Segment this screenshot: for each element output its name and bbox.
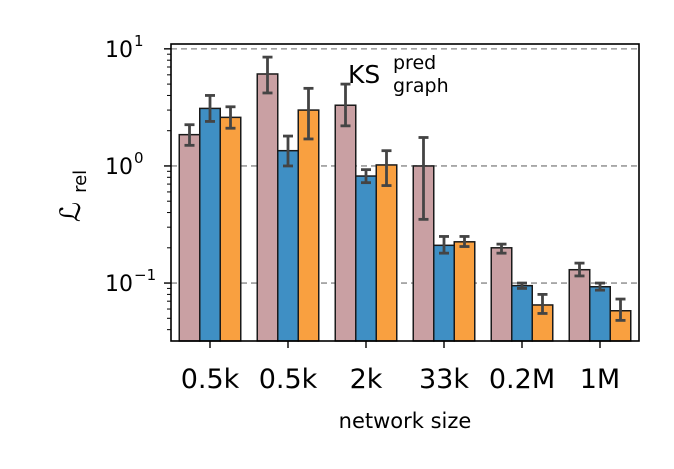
chart-annotation: KS pred graph bbox=[348, 46, 449, 97]
y-tick-label: 10−1 bbox=[105, 266, 156, 297]
y-tick-base: 10 bbox=[105, 155, 133, 180]
y-axis-label: ℒ rel bbox=[54, 170, 91, 222]
y-tick-base: 10 bbox=[105, 38, 133, 63]
bar bbox=[277, 149, 299, 342]
y-tick-exponent: −1 bbox=[134, 266, 156, 284]
bar bbox=[199, 107, 221, 342]
x-tick-label: 0.2M bbox=[489, 364, 555, 395]
x-axis-label: network size bbox=[339, 409, 472, 433]
y-tick-exponent: 1 bbox=[134, 32, 144, 50]
y-tick-exponent: 0 bbox=[134, 149, 144, 167]
y-tick-label: 101 bbox=[105, 32, 144, 63]
annotation-superscript: pred bbox=[393, 52, 436, 74]
bar bbox=[568, 268, 591, 342]
bar bbox=[589, 285, 611, 342]
y-axis-label-subscript: rel bbox=[70, 170, 91, 193]
x-tick-label: 33k bbox=[419, 364, 469, 395]
x-tick-label: 0.5k bbox=[181, 364, 240, 395]
y-tick-base: 10 bbox=[105, 272, 133, 297]
bar bbox=[178, 133, 201, 342]
bar bbox=[256, 73, 279, 342]
error-bars bbox=[184, 55, 626, 322]
bar bbox=[219, 116, 242, 342]
bar bbox=[334, 104, 357, 342]
x-tick-label: 0.5k bbox=[259, 364, 318, 395]
bars bbox=[178, 73, 632, 342]
y-axis-label-main: ℒ bbox=[54, 202, 87, 222]
bar bbox=[355, 175, 377, 342]
bar bbox=[297, 109, 320, 342]
bar bbox=[453, 241, 476, 342]
bar bbox=[433, 244, 455, 342]
x-tick-label: 2k bbox=[350, 364, 383, 395]
annotation-base: KS bbox=[348, 60, 380, 89]
bar bbox=[511, 284, 533, 342]
annotation-subscript: graph bbox=[393, 75, 449, 97]
y-tick-label: 100 bbox=[105, 149, 144, 180]
grid-lines bbox=[171, 48, 639, 284]
x-tick-label: 1M bbox=[580, 364, 620, 395]
plot-frame bbox=[170, 43, 640, 342]
bar bbox=[490, 247, 513, 342]
bar bbox=[375, 164, 398, 342]
